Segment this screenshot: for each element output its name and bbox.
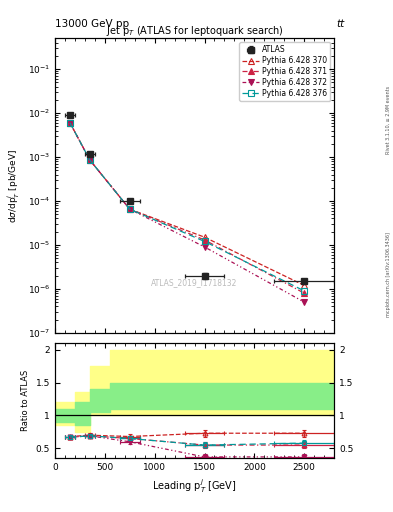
- Text: tt: tt: [336, 18, 344, 29]
- Pythia 6.428 371: [68, 120, 72, 126]
- Pythia 6.428 371: [302, 290, 307, 296]
- Line: Pythia 6.428 372: Pythia 6.428 372: [67, 120, 307, 305]
- Pythia 6.428 376: [302, 288, 307, 294]
- Pythia 6.428 370: [88, 157, 92, 163]
- Pythia 6.428 371: [127, 206, 132, 212]
- Y-axis label: Ratio to ATLAS: Ratio to ATLAS: [21, 370, 30, 431]
- Pythia 6.428 376: [127, 206, 132, 212]
- Text: Rivet 3.1.10, ≥ 2.9M events: Rivet 3.1.10, ≥ 2.9M events: [386, 86, 391, 154]
- Title: Jet p$_{T}$ (ATLAS for leptoquark search): Jet p$_{T}$ (ATLAS for leptoquark search…: [106, 24, 283, 38]
- Text: mcplots.cern.ch [arXiv:1306.3436]: mcplots.cern.ch [arXiv:1306.3436]: [386, 232, 391, 317]
- X-axis label: Leading p$^{j}_{T}$ [GeV]: Leading p$^{j}_{T}$ [GeV]: [152, 478, 237, 496]
- Pythia 6.428 372: [202, 244, 207, 250]
- Pythia 6.428 376: [88, 157, 92, 163]
- Pythia 6.428 372: [68, 120, 72, 126]
- Pythia 6.428 372: [302, 299, 307, 305]
- Text: ATLAS_2019_I1718132: ATLAS_2019_I1718132: [151, 278, 238, 287]
- Line: Pythia 6.428 370: Pythia 6.428 370: [67, 120, 307, 288]
- Pythia 6.428 376: [68, 120, 72, 126]
- Pythia 6.428 372: [88, 157, 92, 163]
- Pythia 6.428 376: [202, 239, 207, 245]
- Pythia 6.428 371: [202, 237, 207, 243]
- Line: Pythia 6.428 376: Pythia 6.428 376: [67, 120, 307, 294]
- Pythia 6.428 372: [127, 206, 132, 212]
- Pythia 6.428 370: [127, 206, 132, 212]
- Pythia 6.428 370: [302, 282, 307, 288]
- Pythia 6.428 371: [88, 157, 92, 163]
- Legend: ATLAS, Pythia 6.428 370, Pythia 6.428 371, Pythia 6.428 372, Pythia 6.428 376: ATLAS, Pythia 6.428 370, Pythia 6.428 37…: [239, 42, 330, 101]
- Pythia 6.428 370: [68, 120, 72, 126]
- Text: 13000 GeV pp: 13000 GeV pp: [55, 18, 129, 29]
- Line: Pythia 6.428 371: Pythia 6.428 371: [67, 120, 307, 296]
- Pythia 6.428 370: [202, 234, 207, 240]
- Y-axis label: d$\sigma$/dp$^{j}_{T}$ [pb/GeV]: d$\sigma$/dp$^{j}_{T}$ [pb/GeV]: [6, 148, 22, 223]
